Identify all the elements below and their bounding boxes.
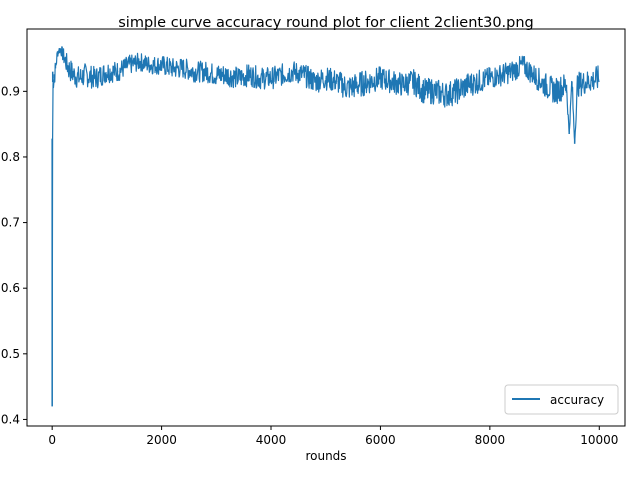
legend: accuracy: [504, 384, 619, 415]
x-tick-label: 2000: [146, 433, 177, 447]
legend-box: [504, 384, 619, 415]
x-tick-label: 4000: [256, 433, 287, 447]
series-layer: [51, 46, 600, 407]
x-axis: 0 2000 4000 6000 8000 10000: [48, 426, 618, 447]
x-tick-label: 8000: [475, 433, 506, 447]
x-tick-label: 10000: [580, 433, 618, 447]
chart-title: simple curve accuracy round plot for cli…: [118, 15, 534, 31]
y-tick-label: 0.5: [1, 347, 20, 361]
y-tick-label: 0.8: [1, 150, 20, 164]
y-axis: 0.4 0.5 0.6 0.7 0.8 0.9: [1, 84, 27, 426]
axes-frame: [26, 28, 626, 427]
y-tick-label: 0.4: [1, 412, 20, 426]
y-tick-label: 0.7: [1, 216, 20, 230]
y-tick-label: 0.6: [1, 281, 20, 295]
x-tick-label: 6000: [365, 433, 396, 447]
plot-area: [26, 28, 626, 427]
series-line-accuracy: [51, 46, 600, 407]
y-tick-label: 0.9: [1, 84, 20, 98]
x-tick-label: 0: [48, 433, 56, 447]
legend-label-accuracy: accuracy: [550, 393, 604, 407]
x-axis-label: rounds: [305, 449, 346, 463]
